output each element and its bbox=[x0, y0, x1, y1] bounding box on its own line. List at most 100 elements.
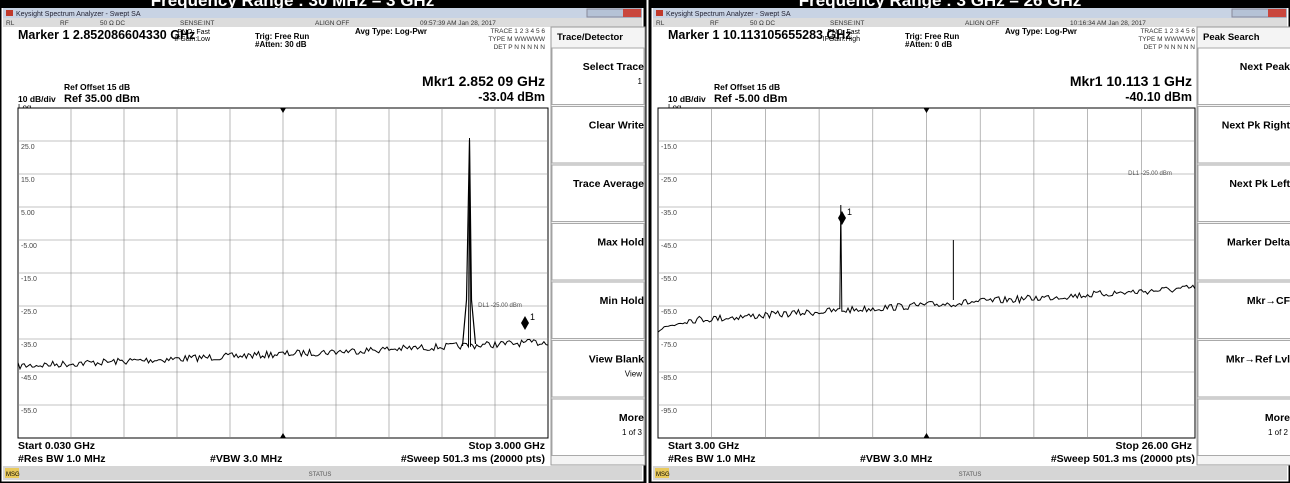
atten: #Atten: 0 dB bbox=[905, 40, 952, 49]
marker-readout: Marker 1 10.113105655283 GHz bbox=[668, 28, 851, 42]
softkey[interactable] bbox=[1197, 398, 1290, 456]
softkey-label: Next Pk Right bbox=[1222, 120, 1290, 132]
stop-freq: Stop 3.000 GHz bbox=[469, 440, 545, 452]
softkey[interactable] bbox=[551, 281, 645, 339]
trace-info: DET P N N N N N bbox=[1144, 44, 1196, 51]
trig: Trig: Free Run bbox=[255, 32, 309, 41]
panel-title: Frequency Range : 3 GHz – 26 GHz bbox=[799, 0, 1081, 10]
msg-box bbox=[655, 468, 669, 478]
scale: 10 dB/div bbox=[18, 94, 56, 104]
status-field: RF bbox=[60, 20, 69, 27]
msg-label: MSG bbox=[656, 472, 670, 478]
status-field: 09:57:39 AM Jan 28, 2017 bbox=[420, 20, 496, 27]
softkey[interactable] bbox=[551, 398, 645, 456]
status-field: ALIGN OFF bbox=[315, 20, 349, 27]
y-label: -35.0 bbox=[21, 342, 37, 349]
sweep: #Sweep 501.3 ms (20000 pts) bbox=[1051, 453, 1195, 465]
trace-peak bbox=[461, 139, 477, 347]
trace-info: TYPE M WWWWW bbox=[488, 36, 546, 43]
status-label: STATUS bbox=[959, 472, 982, 478]
status-row bbox=[653, 18, 1287, 27]
res-bw: #Res BW 1.0 MHz bbox=[668, 453, 756, 465]
sweep: #Sweep 501.3 ms (20000 pts) bbox=[401, 453, 545, 465]
status-field: SENSE:INT bbox=[180, 20, 214, 27]
softkey[interactable] bbox=[551, 47, 645, 105]
softkey-sub: 1 of 2 bbox=[1268, 428, 1289, 437]
msg-label: MSG bbox=[6, 472, 20, 478]
y-label: -25.0 bbox=[21, 309, 37, 316]
status-field: ALIGN OFF bbox=[965, 20, 999, 27]
menu-title: Peak Search bbox=[1203, 32, 1260, 43]
status-row bbox=[3, 18, 642, 27]
trace-info: TYPE M WWWWW bbox=[1138, 36, 1196, 43]
window-close bbox=[623, 9, 641, 17]
softkey[interactable] bbox=[551, 223, 645, 281]
status-bar bbox=[653, 466, 1287, 480]
ref-offset: Ref Offset 15 dB bbox=[714, 82, 780, 92]
status-label: STATUS bbox=[309, 472, 332, 478]
softkey-label: More bbox=[619, 412, 644, 424]
res-bw: #Res BW 1.0 MHz bbox=[18, 453, 106, 465]
y-label: -75.0 bbox=[661, 342, 677, 349]
vbw: #VBW 3.0 MHz bbox=[860, 453, 932, 465]
panel-title: Frequency Range : 30 MHz – 3 GHz bbox=[151, 0, 434, 10]
trace-info: TRACE 1 2 3 4 5 6 bbox=[1140, 28, 1195, 35]
softkey-label: Next Peak bbox=[1240, 61, 1290, 73]
softkey[interactable] bbox=[551, 340, 645, 398]
status-field: 10:16:34 AM Jan 28, 2017 bbox=[1070, 20, 1146, 27]
ref-level: Ref -5.00 dBm bbox=[714, 93, 788, 105]
softkey-label: Next Pk Left bbox=[1229, 178, 1290, 190]
trace bbox=[657, 204, 1196, 333]
trace-info: DET P N N N N N bbox=[494, 44, 546, 51]
app-title: Keysight Spectrum Analyzer - Swept SA bbox=[16, 11, 141, 18]
status-field: 50 Ω DC bbox=[750, 20, 775, 27]
softkey-label: More bbox=[1265, 412, 1290, 424]
status-field: SENSE:INT bbox=[830, 20, 864, 27]
app-icon bbox=[6, 10, 13, 16]
window-titlebar bbox=[3, 8, 642, 18]
softkey[interactable] bbox=[1197, 164, 1290, 222]
softkey-label: Select Trace bbox=[583, 61, 644, 73]
softkey-label: Mkr→Ref Lvl bbox=[1226, 354, 1290, 366]
y-label: 15.0 bbox=[21, 177, 35, 184]
y-label: -15.0 bbox=[661, 144, 677, 151]
softkey[interactable] bbox=[1197, 223, 1290, 281]
status-field: RL bbox=[656, 20, 665, 27]
softkey[interactable] bbox=[1197, 47, 1290, 105]
ref-level: Ref 35.00 dBm bbox=[64, 93, 140, 105]
app-title: Keysight Spectrum Analyzer - Swept SA bbox=[666, 11, 791, 18]
softkey[interactable] bbox=[551, 164, 645, 222]
y-label: -15.0 bbox=[21, 276, 37, 283]
pno: PNO: Fast bbox=[827, 29, 860, 36]
window-titlebar bbox=[653, 8, 1287, 18]
status-field: 50 Ω DC bbox=[100, 20, 125, 27]
softkey[interactable] bbox=[1197, 340, 1290, 398]
y-label: -45.0 bbox=[661, 243, 677, 250]
softkey[interactable] bbox=[551, 106, 645, 164]
app-icon bbox=[656, 10, 663, 16]
marker-diamond bbox=[838, 211, 846, 225]
ref-offset: Ref Offset 15 dB bbox=[64, 82, 130, 92]
y-label: 5.00 bbox=[21, 210, 35, 217]
marker-diamond bbox=[521, 316, 529, 330]
status-bar bbox=[3, 466, 642, 480]
y-label: -25.0 bbox=[661, 177, 677, 184]
y-label: -85.0 bbox=[661, 375, 677, 382]
avg-type: Avg Type: Log-Pwr bbox=[355, 27, 427, 36]
softkey-label: Mkr→CF bbox=[1247, 295, 1290, 307]
marker-level: -33.04 dBm bbox=[478, 90, 545, 104]
y-label: 25.0 bbox=[21, 144, 35, 151]
y-label: -95.0 bbox=[661, 408, 677, 415]
scale: 10 dB/div bbox=[668, 94, 706, 104]
softkey-label: View Blank bbox=[589, 354, 644, 366]
if-gain: IFGain:Low bbox=[174, 36, 211, 43]
start-freq: Start 3.00 GHz bbox=[668, 440, 739, 452]
softkey[interactable] bbox=[1197, 106, 1290, 164]
marker-freq: Mkr1 2.852 09 GHz bbox=[422, 73, 545, 89]
y-label: -45.0 bbox=[21, 375, 37, 382]
vbw: #VBW 3.0 MHz bbox=[210, 453, 282, 465]
msg-box bbox=[5, 468, 19, 478]
title-bar bbox=[650, 0, 1290, 8]
softkey[interactable] bbox=[1197, 281, 1290, 339]
